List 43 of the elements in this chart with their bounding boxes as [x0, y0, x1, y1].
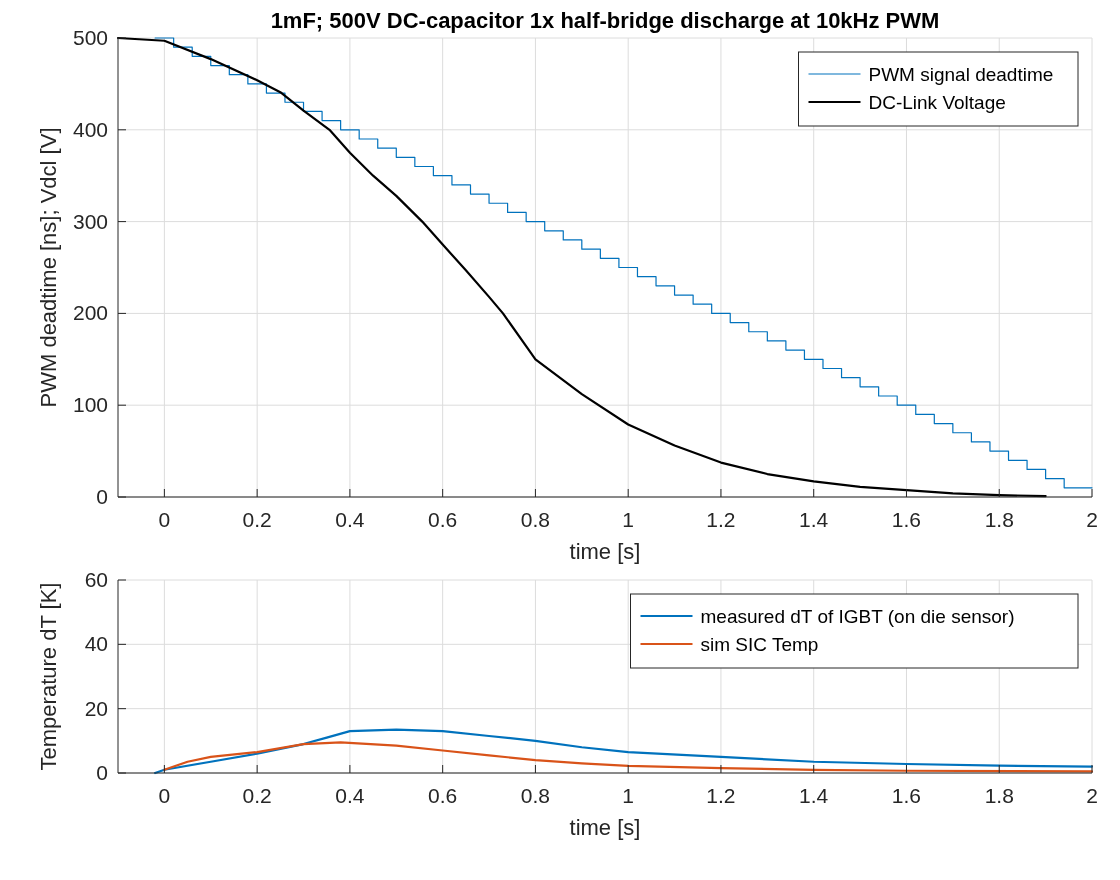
- line-series: [163, 741, 1094, 773]
- x-tick-label: 1.2: [706, 784, 736, 807]
- y-tick-label: 300: [72, 209, 108, 233]
- legend-label: measured dT of IGBT (on die sensor): [700, 606, 1015, 627]
- x-tick-label: 0.2: [242, 784, 272, 807]
- y-axis-title: Temperature dT [K]: [36, 582, 61, 771]
- x-tick-label: 0.6: [428, 784, 458, 807]
- y-tick-label: 60: [84, 568, 108, 591]
- x-tick-label: 1.4: [799, 784, 829, 807]
- line-series: [154, 728, 1094, 775]
- y-tick-label: 400: [72, 117, 108, 141]
- x-tick-label: 0.4: [335, 784, 365, 807]
- y-tick-label: 0: [96, 761, 108, 784]
- x-tick-label: 1: [622, 784, 635, 807]
- legend-label: PWM signal deadtime: [868, 64, 1054, 85]
- x-axis-title: time [s]: [569, 539, 641, 564]
- chart-title: 1mF; 500V DC-capacitor 1x half-bridge discharge at 10kHz PWM: [270, 8, 940, 33]
- x-tick-label: 0: [158, 784, 171, 807]
- x-tick-label: 2: [1086, 784, 1098, 807]
- x-tick-label: 2: [1086, 508, 1098, 531]
- y-tick-label: 0: [96, 485, 108, 508]
- x-tick-label: 1.6: [891, 508, 922, 531]
- x-tick-label: 1.4: [799, 508, 829, 531]
- x-tick-label: 1.8: [984, 508, 1014, 531]
- x-tick-label: 1: [622, 508, 635, 531]
- y-tick-label: 100: [72, 393, 108, 417]
- y-tick-label: 500: [72, 26, 108, 49]
- x-tick-label: 1.8: [984, 784, 1014, 807]
- x-tick-label: 1.2: [706, 508, 736, 531]
- legend-label: DC-Link Voltage: [868, 92, 1006, 113]
- y-tick-label: 200: [72, 301, 108, 325]
- legend-label: sim SIC Temp: [700, 634, 819, 655]
- x-tick-label: 0.4: [335, 508, 365, 531]
- x-tick-label: 0.6: [428, 508, 458, 531]
- x-tick-label: 0.2: [242, 508, 272, 531]
- x-tick-label: 0: [158, 508, 171, 531]
- y-axis-title: PWM deadtime [ns]; Vdcl [V]: [36, 127, 61, 408]
- x-tick-label: 0.8: [520, 784, 551, 807]
- x-tick-label: 0.8: [520, 508, 551, 531]
- y-tick-label: 20: [84, 696, 108, 720]
- x-axis-title: time [s]: [569, 815, 641, 840]
- x-tick-label: 1.6: [891, 784, 922, 807]
- y-tick-label: 40: [84, 632, 108, 656]
